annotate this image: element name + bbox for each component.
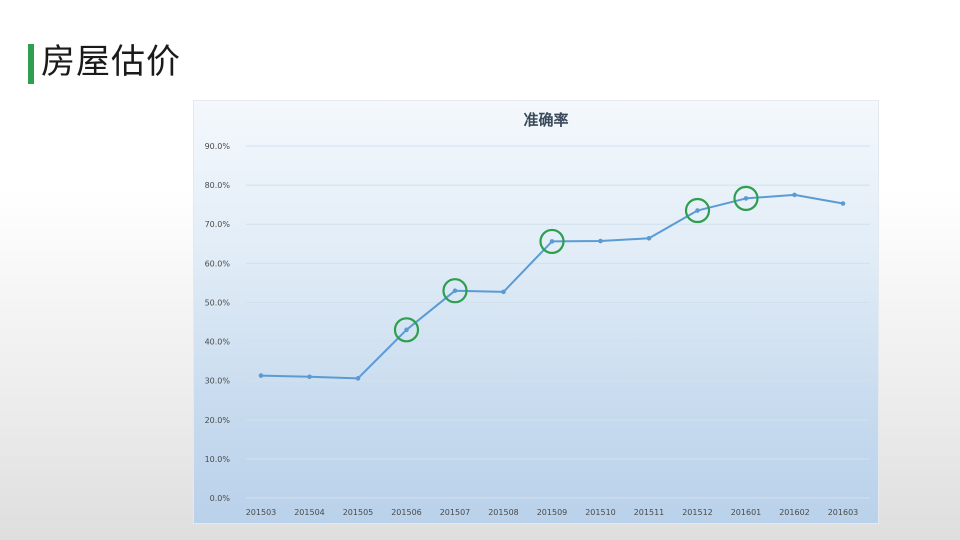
x-tick-label: 201510 — [585, 508, 616, 517]
data-point — [501, 289, 506, 295]
y-tick-label: 20.0% — [205, 416, 231, 425]
y-tick-label: 10.0% — [205, 455, 231, 464]
x-axis-ticks: 201503 201504 201505 201506 201507 201508 2015… — [246, 508, 859, 517]
x-tick-label: 201512 — [682, 508, 713, 517]
y-tick-label: 40.0% — [205, 338, 231, 347]
data-point — [695, 208, 700, 213]
x-tick-label: 201603 — [828, 508, 859, 517]
data-point — [792, 192, 797, 198]
data-point — [598, 238, 603, 244]
y-tick-label: 0.0% — [210, 494, 231, 503]
data-point — [743, 196, 749, 201]
data-point — [404, 327, 409, 333]
highlight-circle — [733, 185, 759, 212]
chart-panel: 准确率 0.0% 10.0% 20.0% 30.0% 40.0% 50.0% 60.0% 70… — [194, 101, 878, 523]
x-tick-label: 201601 — [731, 508, 762, 517]
data-point — [307, 374, 312, 380]
title-accent-bar — [28, 44, 34, 84]
x-tick-label: 201507 — [440, 508, 471, 517]
highlight-circle — [442, 278, 468, 304]
highlight-circle — [393, 317, 420, 343]
y-tick-label: 70.0% — [205, 220, 231, 229]
y-tick-label: 30.0% — [205, 377, 231, 386]
series-line-layer — [260, 193, 844, 380]
x-tick-label: 201505 — [343, 508, 374, 517]
accuracy-line-chart: 准确率 0.0% 10.0% 20.0% 30.0% 40.0% 50.0% 60.0% 70… — [205, 111, 870, 517]
x-tick-label: 201511 — [634, 508, 665, 517]
y-tick-label: 60.0% — [205, 259, 231, 268]
data-points-layer — [258, 192, 846, 381]
data-point — [549, 239, 555, 244]
x-tick-label: 201509 — [537, 508, 568, 517]
grid-layer — [246, 145, 870, 499]
chart-title: 准确率 — [523, 111, 568, 129]
data-point — [452, 288, 458, 294]
x-tick-label: 201602 — [779, 508, 810, 517]
y-tick-label: 50.0% — [205, 298, 231, 307]
y-tick-label: 80.0% — [205, 181, 231, 190]
x-tick-label: 201508 — [488, 508, 519, 517]
x-tick-label: 201503 — [246, 508, 277, 517]
data-point — [258, 373, 264, 378]
highlight-circle — [539, 228, 565, 255]
data-point — [646, 236, 652, 241]
y-axis-ticks: 0.0% 10.0% 20.0% 30.0% 40.0% 50.0% 60.0% 70.0% 8… — [205, 142, 231, 503]
series-line — [260, 193, 844, 380]
y-tick-label: 90.0% — [205, 142, 231, 151]
highlight-circle — [684, 197, 711, 224]
x-tick-label: 201504 — [294, 508, 325, 517]
data-point — [840, 201, 846, 206]
x-tick-label: 201506 — [391, 508, 422, 517]
data-point — [355, 376, 361, 381]
highlight-circles-layer — [393, 185, 759, 343]
slide-title: 房屋估价 — [41, 42, 181, 82]
